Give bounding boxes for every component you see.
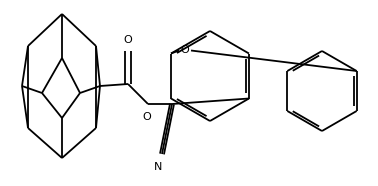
Text: O: O (181, 44, 189, 54)
Text: O: O (124, 35, 132, 45)
Text: N: N (154, 162, 162, 172)
Text: O: O (143, 112, 151, 122)
